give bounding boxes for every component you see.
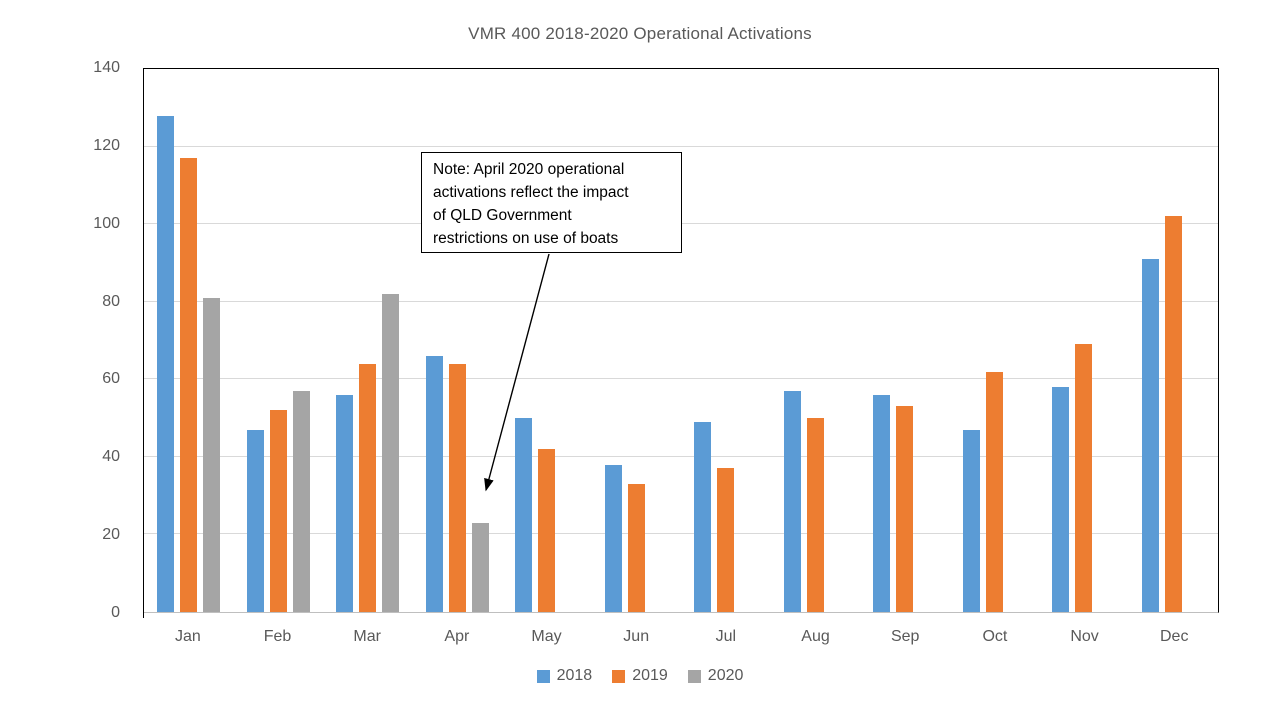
category-group-jul bbox=[681, 69, 771, 612]
bar-2018-may bbox=[515, 418, 533, 612]
x-axis-label-may: May bbox=[531, 628, 562, 645]
legend-item-2018: 2018 bbox=[536, 667, 593, 685]
annotation-text-line: restrictions on use of boats bbox=[433, 230, 619, 247]
bar-2019-mar bbox=[359, 364, 377, 612]
bar-2019-sep bbox=[896, 406, 914, 612]
category-group-dec bbox=[1129, 69, 1219, 612]
category-group-apr bbox=[413, 69, 503, 612]
y-axis-tick-label-60: 60 bbox=[102, 370, 120, 388]
x-axis-label-apr: Apr bbox=[444, 628, 470, 645]
bar-2018-dec bbox=[1141, 259, 1159, 612]
legend-label-2020: 2020 bbox=[707, 667, 744, 684]
bar-2019-may bbox=[538, 449, 556, 612]
category-group-may bbox=[502, 69, 592, 612]
x-axis-label-nov: Nov bbox=[1070, 628, 1099, 645]
bar-2019-dec bbox=[1164, 216, 1182, 612]
chart-title: VMR 400 2018-2020 Operational Activation… bbox=[468, 24, 812, 43]
bar-2018-jun bbox=[604, 465, 622, 612]
category-group-sep bbox=[860, 69, 950, 612]
legend-swatch-icon-2018 bbox=[536, 669, 550, 683]
category-group-mar bbox=[323, 69, 413, 612]
x-axis-label-jul: Jul bbox=[715, 628, 737, 645]
x-axis-label-mar: Mar bbox=[353, 628, 381, 645]
y-axis-origin-tick bbox=[143, 612, 144, 618]
x-axis-label-aug: Aug bbox=[801, 628, 830, 645]
category-group-jan bbox=[144, 69, 234, 612]
legend: 2018 2019 2020 bbox=[0, 667, 1280, 685]
legend-swatch-icon-2019 bbox=[612, 669, 626, 683]
bar-2018-oct bbox=[962, 430, 980, 612]
bar-2020-feb bbox=[292, 391, 310, 612]
y-axis-tick-label-40: 40 bbox=[102, 448, 120, 466]
y-axis-tick-label-0: 0 bbox=[111, 604, 120, 621]
category-group-oct bbox=[950, 69, 1040, 612]
x-axis-label-oct: Oct bbox=[982, 628, 1008, 645]
y-axis-tick-label-120: 120 bbox=[93, 136, 120, 154]
gridline-80 bbox=[144, 301, 1218, 302]
bar-2019-feb bbox=[269, 410, 287, 612]
bar-2018-mar bbox=[336, 395, 354, 612]
y-axis-tick-label-140: 140 bbox=[93, 59, 120, 76]
legend-label-2018: 2018 bbox=[556, 667, 593, 684]
annotation-box: Note: April 2020 operational activations… bbox=[421, 152, 682, 253]
bar-2018-jul bbox=[694, 422, 712, 612]
bar-2018-aug bbox=[783, 391, 801, 612]
x-axis-label-jan: Jan bbox=[174, 628, 201, 645]
bar-2018-jan bbox=[157, 116, 175, 612]
bar-2019-oct bbox=[985, 372, 1003, 612]
bar-2019-nov bbox=[1075, 344, 1093, 612]
bar-2020-mar bbox=[382, 294, 400, 612]
legend-item-2019: 2019 bbox=[612, 667, 668, 685]
annotation-text-line: activations reflect the impact bbox=[433, 184, 629, 201]
bar-groups bbox=[144, 69, 1218, 612]
bar-2019-jul bbox=[717, 468, 735, 612]
category-group-feb bbox=[234, 69, 324, 612]
y-axis-tick-label-100: 100 bbox=[93, 214, 120, 232]
x-axis-label-feb: Feb bbox=[263, 628, 292, 645]
bar-2018-nov bbox=[1052, 387, 1070, 612]
bar-2018-apr bbox=[425, 356, 443, 612]
legend-swatch-icon-2020 bbox=[687, 669, 701, 683]
gridline-60 bbox=[144, 378, 1218, 379]
x-axis-label-dec: Dec bbox=[1160, 628, 1189, 645]
x-axis-label-sep: Sep bbox=[890, 628, 920, 645]
y-axis-tick-label-20: 20 bbox=[102, 526, 120, 544]
bar-2019-jan bbox=[180, 158, 198, 612]
category-group-nov bbox=[1039, 69, 1129, 612]
annotation-text-line: Note: April 2020 operational bbox=[433, 161, 625, 178]
x-axis-label-jun: Jun bbox=[623, 628, 650, 645]
bar-2019-jun bbox=[627, 484, 645, 612]
annotation-text-line: of QLD Government bbox=[433, 207, 572, 224]
bar-2020-apr bbox=[471, 523, 489, 612]
bar-2020-jan bbox=[203, 298, 221, 612]
x-axis: Jan Feb Mar Apr May Jun Jul Aug Sep Oct Nov Dec bbox=[143, 628, 1219, 646]
category-group-aug bbox=[771, 69, 861, 612]
category-group-jun bbox=[592, 69, 682, 612]
legend-item-2020: 2020 bbox=[687, 667, 744, 685]
gridline-120 bbox=[144, 146, 1218, 147]
plot-area bbox=[143, 68, 1219, 613]
bar-2018-feb bbox=[246, 430, 264, 612]
legend-label-2019: 2019 bbox=[632, 667, 668, 684]
bar-2019-apr bbox=[448, 364, 466, 612]
y-axis-tick-label-80: 80 bbox=[102, 292, 120, 310]
gridline-20 bbox=[144, 533, 1218, 534]
gridline-40 bbox=[144, 456, 1218, 457]
bar-2019-aug bbox=[806, 418, 824, 612]
bar-2018-sep bbox=[873, 395, 891, 612]
